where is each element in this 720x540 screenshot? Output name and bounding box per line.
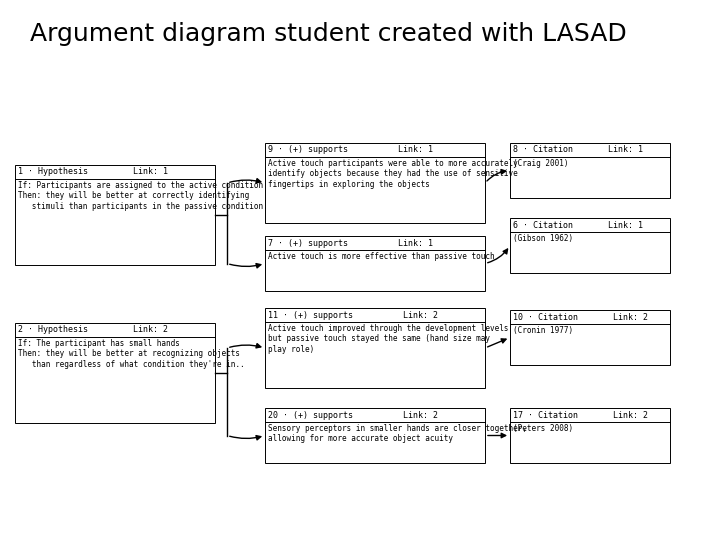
Bar: [265, 308, 485, 388]
Text: 6 · Citation       Link: 1: 6 · Citation Link: 1: [513, 220, 643, 230]
Bar: [510, 143, 670, 198]
Text: (Craig 2001): (Craig 2001): [513, 159, 569, 168]
Bar: [510, 408, 670, 463]
Text: 17 · Citation       Link: 2: 17 · Citation Link: 2: [513, 410, 648, 420]
Text: 2 · Hypothesis         Link: 2: 2 · Hypothesis Link: 2: [18, 326, 168, 334]
Text: (Peters 2008): (Peters 2008): [513, 424, 573, 433]
Text: 8 · Citation       Link: 1: 8 · Citation Link: 1: [513, 145, 643, 154]
Bar: [265, 236, 485, 291]
Text: 10 · Citation       Link: 2: 10 · Citation Link: 2: [513, 313, 648, 321]
Bar: [15, 165, 215, 265]
Text: If: The participant has small hands
Then: they will be better at recognizing obj: If: The participant has small hands Then…: [18, 339, 245, 369]
Bar: [15, 323, 215, 423]
Text: If: Participants are assigned to the active condition
Then: they will be better : If: Participants are assigned to the act…: [18, 181, 268, 211]
Bar: [265, 143, 485, 223]
Text: Sensory perceptors in smaller hands are closer together,
allowing for more accur: Sensory perceptors in smaller hands are …: [268, 424, 527, 443]
Text: Active touch participants were able to more accurately
identify objects because : Active touch participants were able to m…: [268, 159, 518, 189]
Text: 9 · (+) supports          Link: 1: 9 · (+) supports Link: 1: [268, 145, 433, 154]
Text: (Gibson 1962): (Gibson 1962): [513, 234, 573, 243]
Bar: [510, 310, 670, 365]
Text: Argument diagram student created with LASAD: Argument diagram student created with LA…: [30, 22, 626, 46]
Text: (Cronin 1977): (Cronin 1977): [513, 326, 573, 335]
Text: 1 · Hypothesis         Link: 1: 1 · Hypothesis Link: 1: [18, 167, 168, 177]
Text: 11 · (+) supports          Link: 2: 11 · (+) supports Link: 2: [268, 310, 438, 320]
Text: 7 · (+) supports          Link: 1: 7 · (+) supports Link: 1: [268, 239, 433, 247]
Text: 20 · (+) supports          Link: 2: 20 · (+) supports Link: 2: [268, 410, 438, 420]
Bar: [510, 218, 670, 273]
Bar: [265, 408, 485, 463]
Text: Active touch improved through the development levels
but passive touch stayed th: Active touch improved through the develo…: [268, 324, 508, 354]
Text: Active touch is more effective than passive touch: Active touch is more effective than pass…: [268, 252, 495, 261]
